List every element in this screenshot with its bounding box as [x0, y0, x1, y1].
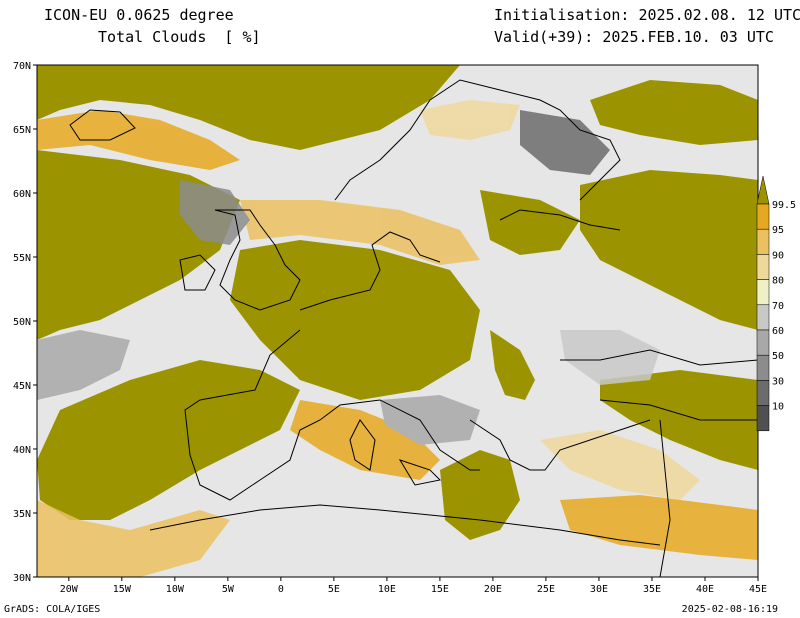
longitude-axis: 20W 15W 10W 5W 0 5E 10E 15E 20E 25E 30E 35E 40E 45E	[60, 577, 767, 595]
partial-cloud-areas	[37, 100, 758, 577]
colorbar-segment	[756, 254, 770, 280]
colorbar-segment	[756, 329, 770, 356]
lon-label: 25E	[537, 584, 555, 595]
lon-label: 5E	[328, 584, 340, 595]
lat-label: 60N	[13, 189, 31, 200]
colorbar-label: 95	[772, 225, 784, 236]
initialisation-time: Initialisation: 2025.02.08. 12 UTC	[494, 6, 800, 24]
lat-label: 35N	[13, 509, 31, 520]
lat-label: 50N	[13, 317, 31, 328]
footer-timestamp: 2025-02-08-16:19	[681, 604, 778, 615]
colorbar-label: 70	[772, 301, 784, 312]
colorbar-label: 99.5	[772, 200, 796, 211]
colorbar-segment	[756, 380, 770, 406]
colorbar-label: 50	[772, 351, 784, 362]
colorbar-label: 80	[772, 276, 784, 287]
valid-time: Valid(+39): 2025.FEB.10. 03 UTC	[494, 28, 774, 46]
colorbar-top-triangle	[756, 175, 770, 205]
colorbar-segment	[756, 203, 770, 230]
lat-label: 55N	[13, 253, 31, 264]
lon-label: 5W	[222, 584, 235, 595]
colorbar-label: 30	[772, 376, 784, 387]
lon-label: 0	[278, 584, 284, 595]
colorbar-label: 90	[772, 250, 784, 261]
lon-label: 30E	[590, 584, 608, 595]
colorbar-segment	[756, 279, 770, 306]
lon-label: 20E	[484, 584, 502, 595]
lon-label: 15E	[431, 584, 449, 595]
footer-credit: GrADS: COLA/IGES	[4, 604, 101, 615]
coastlines	[69, 79, 758, 577]
lon-label: 20W	[60, 584, 79, 595]
colorbar-label: 10	[772, 402, 784, 413]
field-title: Total Clouds [ %]	[98, 28, 261, 46]
colorbar-segment	[756, 228, 770, 255]
lon-label: 35E	[643, 584, 661, 595]
lon-label: 40E	[696, 584, 714, 595]
colorbar: 99.5 95 90 80 70 60 50 30 10	[756, 175, 796, 432]
colorbar-segment	[756, 304, 770, 331]
lon-label: 10W	[166, 584, 185, 595]
model-title: ICON-EU 0.0625 degree	[44, 6, 234, 24]
colorbar-segment	[756, 354, 770, 381]
lon-label: 15W	[113, 584, 132, 595]
lat-label: 70N	[13, 61, 31, 72]
lon-label: 10E	[378, 584, 396, 595]
cloud-map	[37, 65, 758, 577]
lat-label: 45N	[13, 381, 31, 392]
lat-label: 40N	[13, 445, 31, 456]
lat-label: 30N	[13, 573, 31, 584]
colorbar-segment	[756, 405, 770, 432]
lon-label: 45E	[749, 584, 767, 595]
lat-label: 65N	[13, 125, 31, 136]
latitude-axis: 70N 65N 60N 55N 50N 45N 40N 35N 30N	[13, 61, 37, 584]
colorbar-label: 60	[772, 326, 784, 337]
